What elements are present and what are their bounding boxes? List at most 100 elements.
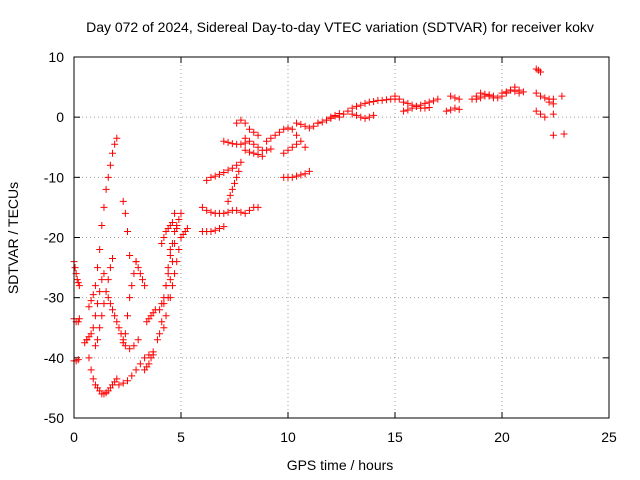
data-point <box>216 224 224 232</box>
series-arc-late-24 <box>498 86 523 97</box>
data-point <box>96 288 104 296</box>
data-point <box>74 318 82 326</box>
data-point <box>263 137 271 145</box>
data-point <box>241 119 249 127</box>
data-point <box>128 372 136 380</box>
series-arc-mid-2 <box>119 258 140 347</box>
data-point <box>417 101 425 109</box>
data-point <box>141 282 149 290</box>
data-point <box>472 95 480 103</box>
x-axis-label: GPS time / hours <box>287 457 394 473</box>
data-point <box>207 173 215 181</box>
data-point <box>447 92 455 100</box>
data-points <box>70 65 568 398</box>
series-arc-late-5 <box>220 137 249 148</box>
data-point <box>164 264 172 272</box>
data-point <box>207 208 215 216</box>
data-point <box>335 110 343 118</box>
data-point <box>171 227 179 235</box>
series-arc-mid-4 <box>132 258 149 290</box>
data-point <box>134 264 142 272</box>
data-point <box>348 110 356 118</box>
data-point <box>250 140 258 148</box>
series-arc-mid-3 <box>119 197 134 260</box>
data-point <box>485 91 493 99</box>
data-point <box>293 131 301 139</box>
data-point <box>560 130 568 138</box>
data-point <box>134 336 142 344</box>
data-point <box>175 215 183 223</box>
data-point <box>156 330 164 338</box>
data-point <box>156 306 164 314</box>
data-point <box>138 276 146 284</box>
data-point <box>220 223 228 231</box>
series-arc-late-19 <box>400 95 442 115</box>
data-point <box>85 303 93 311</box>
data-point <box>430 97 438 105</box>
data-point <box>301 122 309 130</box>
data-point <box>231 179 238 187</box>
data-point <box>115 324 123 332</box>
y-tick-label: -30 <box>44 290 64 306</box>
data-point <box>357 113 365 121</box>
series-arc-early-1 <box>70 258 83 290</box>
data-point <box>224 138 232 146</box>
data-point <box>310 122 318 130</box>
data-point <box>537 110 545 118</box>
data-point <box>98 312 106 320</box>
data-point <box>162 312 170 320</box>
series-arc-late-28 <box>545 98 557 108</box>
data-point <box>288 125 296 133</box>
series-arc-late-17 <box>348 110 378 122</box>
data-point <box>89 324 97 332</box>
series-arc-early-2 <box>70 315 83 326</box>
data-point <box>267 134 275 142</box>
data-point <box>348 104 356 112</box>
data-point <box>344 107 352 115</box>
plot-frame <box>73 56 610 419</box>
data-point <box>361 114 369 122</box>
data-point <box>220 169 228 177</box>
data-point <box>166 252 174 260</box>
data-point <box>532 107 540 115</box>
data-point <box>370 111 378 119</box>
series-arc-late-9 <box>241 146 266 160</box>
data-point <box>250 128 258 136</box>
data-point <box>507 86 515 94</box>
data-point <box>106 300 114 308</box>
series-arc-steep-2 <box>160 224 181 332</box>
series-arc-rise-2 <box>81 270 108 347</box>
data-point <box>245 137 253 145</box>
y-tick-label: -40 <box>44 350 64 366</box>
series-arc-steep-3 <box>156 209 185 314</box>
data-point <box>254 150 262 158</box>
series-arc-late-12 <box>280 140 301 157</box>
data-point <box>153 336 161 344</box>
data-point <box>237 116 245 124</box>
series-arc-late-20 <box>442 104 463 115</box>
data-point <box>280 125 288 133</box>
data-point <box>106 264 114 272</box>
series-arc-early-3 <box>70 356 82 365</box>
y-tick-label: -50 <box>44 410 64 426</box>
series-arc-late-26 <box>532 89 557 103</box>
data-point <box>293 172 301 180</box>
data-point <box>104 173 112 181</box>
data-point <box>245 206 253 214</box>
data-point <box>352 102 360 110</box>
data-point <box>254 203 262 211</box>
series-arc-mid-1 <box>104 294 127 344</box>
data-point <box>220 137 228 145</box>
data-point <box>263 146 271 154</box>
data-point <box>168 282 176 290</box>
data-point <box>275 128 283 136</box>
data-point <box>451 94 459 102</box>
series-arc-late-15 <box>335 95 399 121</box>
series-arc-late-10 <box>263 124 309 151</box>
data-point <box>297 171 305 179</box>
data-point <box>511 87 519 95</box>
data-point <box>537 92 545 100</box>
data-point <box>113 318 121 326</box>
data-point <box>447 106 455 114</box>
